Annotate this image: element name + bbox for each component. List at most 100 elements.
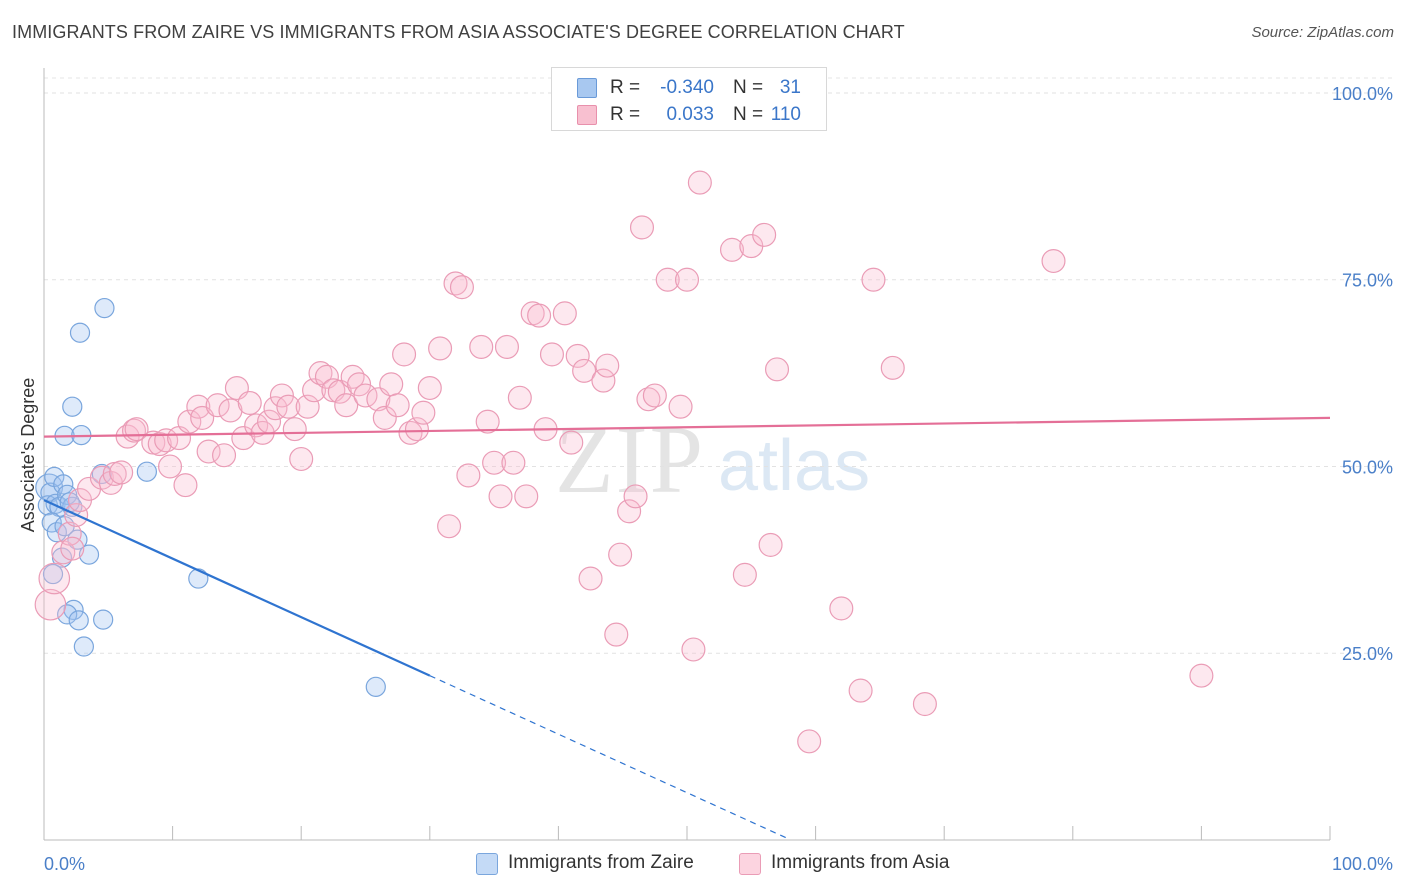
asia-point (482, 450, 507, 475)
asia-point (681, 637, 706, 662)
asia-point (417, 376, 442, 401)
zaire-point (94, 297, 115, 319)
legend-swatch-zaire (476, 853, 498, 875)
source-label: Source: ZipAtlas.com (1251, 24, 1394, 41)
asia-point (617, 499, 642, 524)
legend-swatch-asia (739, 853, 761, 875)
asia-point (674, 267, 700, 292)
asia-point (608, 542, 633, 567)
asia-trend-line (43, 416, 1331, 438)
asia-point (629, 215, 655, 240)
asia-point (469, 334, 494, 359)
asia-point (507, 385, 532, 410)
asia-point (591, 368, 616, 393)
asia-point (636, 387, 661, 412)
asia-point (231, 426, 256, 451)
asia-point (34, 588, 67, 621)
zaire-trend-line (43, 499, 431, 677)
asia-point (334, 393, 359, 418)
asia-point (752, 222, 777, 247)
asia-point (797, 729, 822, 754)
asia-point (295, 394, 320, 419)
asia-point (456, 463, 481, 488)
asia-point (196, 439, 221, 464)
stats-row-asia: R = 0.033 N = 110 (552, 101, 826, 127)
asia-point (1189, 663, 1214, 688)
n-value: 110 (770, 104, 801, 125)
n-label: N = (733, 104, 764, 125)
asia-point (289, 446, 314, 472)
asia-point (147, 432, 172, 457)
asia-point (269, 383, 294, 408)
asia-point (565, 343, 590, 368)
asia-point (604, 622, 629, 647)
asia-point (848, 678, 873, 703)
zaire-trend-extension (429, 675, 791, 841)
y-tick-label: 100.0% (1332, 84, 1393, 104)
asia-point (437, 514, 462, 539)
asia-point (880, 355, 905, 380)
chart-title: IMMIGRANTS FROM ZAIRE VS IMMIGRANTS FROM… (12, 22, 905, 42)
asia-point (212, 443, 237, 468)
asia-point (276, 394, 301, 419)
asia-point (539, 342, 564, 367)
asia-point (38, 562, 71, 595)
asia-point (443, 271, 468, 296)
asia-point (428, 336, 453, 361)
x-tick-label: 0.0% (44, 854, 85, 874)
asia-point (642, 383, 667, 408)
asia-point (282, 417, 307, 442)
asia-point (411, 400, 436, 425)
asia-point (764, 357, 790, 382)
zaire-point (73, 636, 94, 657)
asia-point (527, 303, 552, 328)
stats-box: R = -0.340 N = 31 R = 0.033 N = 110 (551, 67, 827, 131)
asia-point (687, 170, 712, 195)
r-value: 0.033 (666, 104, 714, 125)
asia-point (475, 409, 500, 434)
zaire-point (69, 322, 91, 343)
zaire-point (188, 568, 209, 589)
asia-point (488, 484, 513, 509)
stats-row-zaire: R = -0.340 N = 31 (552, 74, 826, 100)
asia-point (719, 237, 745, 262)
zaire-point (41, 512, 62, 533)
zaire-point (53, 474, 74, 495)
asia-point (595, 353, 620, 378)
asia-point (758, 532, 783, 557)
n-value: 31 (779, 77, 801, 98)
asia-point (173, 473, 198, 498)
asia-swatch (577, 105, 597, 125)
zaire-point (42, 563, 64, 585)
asia-point (379, 372, 404, 397)
asia-point (501, 450, 526, 475)
asia-point (404, 417, 429, 442)
y-tick-label: 50.0% (1342, 457, 1393, 477)
asia-point (829, 596, 854, 621)
watermark-zip: ZIP (555, 406, 705, 513)
zaire-swatch (577, 78, 597, 98)
asia-point (392, 342, 417, 367)
asia-point (732, 562, 757, 587)
asia-point (572, 358, 597, 383)
asia-point (157, 454, 183, 479)
asia-point (308, 361, 333, 386)
legend-label-zaire: Immigrants from Zaire (508, 852, 694, 873)
asia-point (514, 484, 539, 509)
asia-point (449, 275, 474, 300)
y-tick-label: 25.0% (1342, 644, 1393, 664)
asia-point (237, 390, 262, 415)
asia-point (1041, 249, 1066, 274)
asia-point (494, 334, 519, 359)
asia-point (263, 396, 288, 421)
asia-point (398, 420, 423, 445)
y-axis-label: Associate's Degree (18, 378, 38, 533)
zaire-point (91, 463, 112, 485)
asia-point (655, 267, 680, 292)
zaire-point (136, 461, 158, 482)
legend-label-asia: Immigrants from Asia (771, 852, 950, 873)
asia-point (340, 364, 365, 389)
asia-point (205, 393, 230, 418)
asia-point (109, 460, 134, 485)
